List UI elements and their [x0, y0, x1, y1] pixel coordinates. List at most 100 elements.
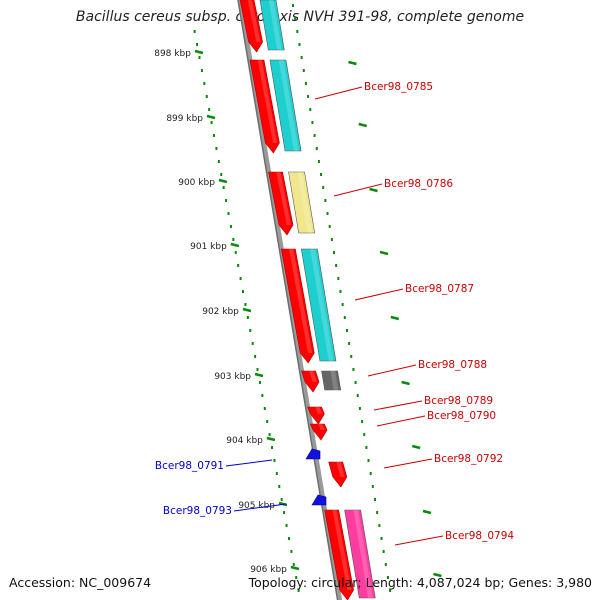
outer-ruler-dot — [374, 498, 377, 501]
ruler-dot — [258, 381, 261, 384]
outer-ruler-dot — [300, 56, 303, 59]
ruler-dot — [227, 212, 230, 215]
cds-forward-6 — [309, 423, 328, 441]
ruler-dot — [225, 199, 228, 202]
cds-forward-8-shade — [332, 510, 352, 590]
outer-ruler-dot — [333, 251, 336, 254]
outer-ruler-tick — [401, 380, 410, 386]
outer-ruler-tick — [369, 187, 378, 193]
outer-ruler-dot — [341, 303, 344, 306]
gene-label-bcer98_0787: Bcer98_0787 — [405, 283, 474, 295]
ruler-dot — [222, 186, 225, 189]
leader-line — [367, 364, 417, 377]
cds-forward-3 — [280, 248, 315, 364]
ruler-dot — [217, 160, 220, 163]
cog-block-cyan-0-shade — [268, 0, 282, 50]
ruler-dot — [283, 511, 286, 514]
ruler-tick — [254, 372, 264, 378]
backbone — [237, 0, 343, 600]
ruler-dot — [280, 498, 283, 501]
accession-text: Accession: NC_009674 — [9, 575, 152, 590]
outer-ruler-dot — [354, 381, 357, 384]
outer-ruler-dot — [302, 69, 305, 72]
outer-ruler-dot — [330, 238, 333, 241]
gene-label-bcer98_0790: Bcer98_0790 — [427, 410, 496, 422]
outer-ruler-dot — [313, 134, 316, 137]
cog-block-yellow-2-shade — [297, 172, 313, 233]
outer-ruler-dot — [348, 342, 351, 345]
gene-label-bcer98_0794: Bcer98_0794 — [445, 530, 514, 542]
ruler-tick — [266, 436, 276, 442]
leader-line — [373, 400, 423, 411]
outer-ruler-dot — [317, 160, 320, 163]
ruler-tick — [194, 49, 204, 55]
ruler-tick-label: 900 kbp — [178, 178, 215, 188]
ruler-dot — [203, 82, 206, 85]
outer-ruler-dot — [369, 472, 372, 475]
cds-forward-0-shade — [247, 0, 261, 42]
ruler-dot — [234, 251, 237, 254]
ruler-dot — [297, 589, 300, 592]
cog-block-gray-4 — [321, 370, 342, 391]
cds-forward-1 — [249, 59, 280, 154]
ruler-tick-label: 906 kbp — [250, 565, 287, 575]
outer-ruler-dot — [363, 433, 366, 436]
ruler-dot — [237, 264, 240, 267]
outer-ruler-dot — [382, 550, 385, 553]
outer-ruler-dot — [292, 4, 294, 7]
ruler-tick-label: 899 kbp — [166, 114, 203, 124]
ruler-dot — [271, 446, 274, 449]
cds-forward-4 — [301, 370, 320, 393]
outer-ruler-dot — [326, 212, 329, 215]
gene-label-bcer98_0788: Bcer98_0788 — [418, 359, 487, 371]
gene-label-bcer98_0793: Bcer98_0793 — [163, 505, 232, 517]
cog-block-gray-4-shade — [330, 371, 339, 390]
outer-ruler-dot — [320, 173, 323, 176]
ruler-dot — [295, 576, 298, 579]
ruler-tick — [230, 242, 240, 248]
gene-label-bcer98_0789: Bcer98_0789 — [424, 395, 493, 407]
ruler-dot — [254, 355, 257, 358]
gene-label-bcer98_0791: Bcer98_0791 — [155, 460, 224, 472]
ruler-tick — [242, 307, 252, 313]
cds-forward-8 — [324, 509, 354, 600]
outer-ruler-dot — [380, 537, 383, 540]
outer-ruler-dot — [304, 82, 307, 85]
cds-forward-3-shade — [289, 249, 313, 353]
cds-forward-7-shade — [336, 462, 345, 477]
leader-line — [394, 535, 444, 546]
outer-ruler-dot — [343, 316, 346, 319]
outer-ruler-dot — [345, 329, 348, 332]
cog-block-pink-8-shade — [353, 510, 373, 598]
ruler-dot — [239, 277, 242, 280]
outer-ruler-tick — [411, 444, 421, 450]
ruler-tick-label: 901 kbp — [190, 242, 227, 252]
outer-ruler-dot — [335, 264, 338, 267]
leader-line — [225, 459, 273, 467]
cds-forward-2 — [268, 171, 294, 236]
ruler-dot — [278, 485, 281, 488]
gene-features — [239, 0, 376, 600]
cog-block-cyan-1 — [269, 59, 302, 152]
ruler-dot — [200, 69, 203, 72]
ruler-tick-label: 905 kbp — [238, 501, 275, 511]
outer-ruler-dot — [307, 95, 310, 98]
outer-ruler-dot — [356, 394, 359, 397]
outer-ruler-dot — [386, 576, 389, 579]
cds-forward-4-shade — [309, 371, 317, 382]
ruler-dot — [268, 433, 271, 436]
ruler-dot — [246, 316, 249, 319]
outer-ruler-dot — [378, 524, 381, 527]
outer-ruler-dot — [339, 290, 342, 293]
outer-ruler-dot — [371, 485, 374, 488]
ruler-dot — [275, 472, 278, 475]
ruler-tick-label: 898 kbp — [154, 49, 191, 59]
outer-ruler-dot — [365, 446, 368, 449]
cds-forward-5-shade — [315, 407, 323, 414]
ruler-dot — [251, 342, 254, 345]
cds-forward-2-shade — [276, 172, 291, 225]
outer-ruler-dot — [324, 199, 327, 202]
ruler-dot — [256, 368, 259, 371]
outer-ruler-dot — [294, 17, 297, 20]
